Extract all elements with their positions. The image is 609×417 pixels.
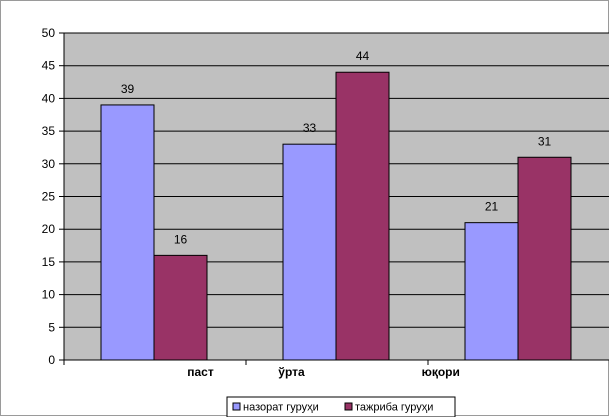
y-tick-label: 25 bbox=[42, 190, 56, 204]
bars bbox=[100, 71, 572, 361]
axes: 0 5 10 15 20 25 30 35 40 45 50 bbox=[42, 26, 609, 367]
category-label: ўрта bbox=[278, 365, 305, 379]
legend-swatch bbox=[232, 402, 241, 411]
data-label: 39 bbox=[121, 82, 135, 96]
y-tick-label: 0 bbox=[48, 353, 55, 367]
data-label: 16 bbox=[174, 232, 188, 246]
y-tick-label: 35 bbox=[42, 124, 56, 138]
legend-box bbox=[226, 396, 456, 417]
y-tick-label: 40 bbox=[42, 91, 56, 105]
y-tick-label: 45 bbox=[42, 59, 56, 73]
category-label: паст bbox=[187, 365, 214, 379]
bar bbox=[335, 71, 390, 361]
y-tick-label: 10 bbox=[42, 288, 56, 302]
legend-swatch bbox=[344, 402, 353, 411]
data-label: 44 bbox=[356, 49, 370, 63]
data-label: 33 bbox=[303, 121, 317, 135]
bar bbox=[517, 156, 572, 361]
bar bbox=[100, 104, 155, 361]
y-tick-label: 50 bbox=[42, 26, 56, 40]
bar bbox=[282, 143, 337, 361]
category-label: юқори bbox=[422, 365, 460, 379]
y-tick-label: 30 bbox=[42, 157, 56, 171]
y-tick-label: 15 bbox=[42, 255, 56, 269]
data-label: 31 bbox=[538, 134, 552, 148]
y-tick-label: 5 bbox=[48, 320, 55, 334]
y-tick-label: 20 bbox=[42, 222, 56, 236]
bar bbox=[153, 254, 208, 361]
data-label: 21 bbox=[485, 200, 499, 214]
legend-label: назорат гуруҳи bbox=[243, 402, 319, 414]
bar bbox=[464, 222, 519, 361]
legend: назорат гуруҳи тажриба гуруҳи bbox=[226, 396, 456, 417]
labels: 39 16 33 44 21 31 паст ўрта юқори bbox=[121, 49, 552, 379]
legend-label: тажриба гуруҳи bbox=[355, 402, 433, 414]
